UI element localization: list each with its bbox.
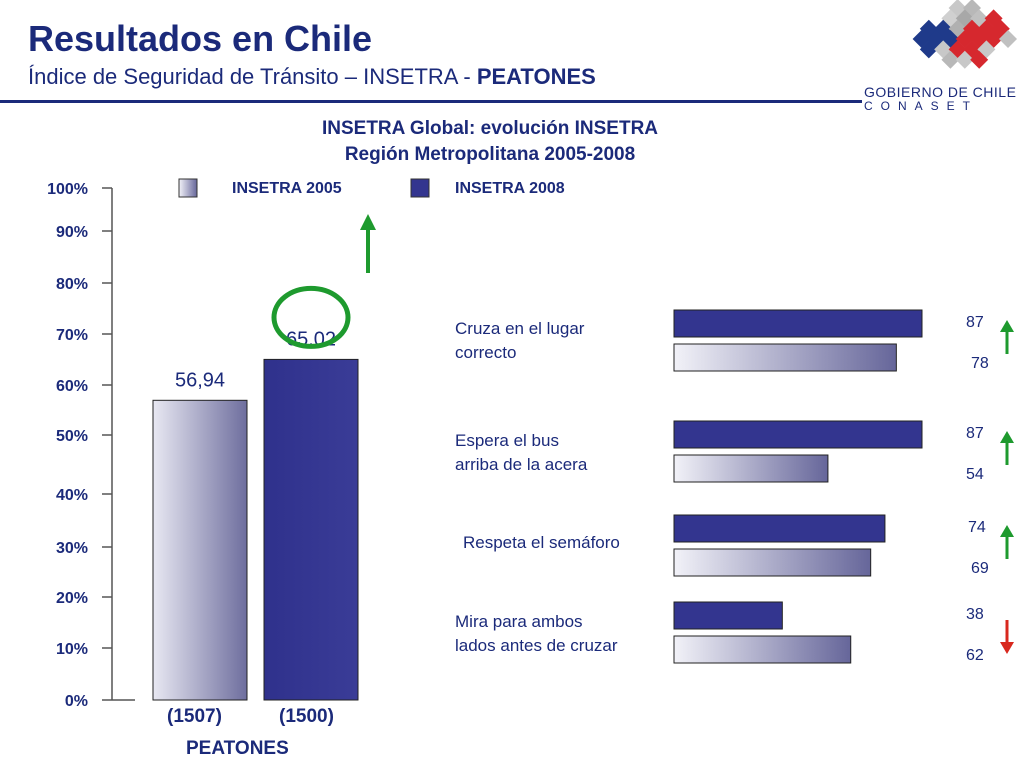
hbar-value-2005: 54	[966, 466, 984, 483]
y-tick-label: 30%	[56, 540, 88, 557]
hbar-value-2008: 87	[966, 314, 984, 331]
category-label-mira: Mira para ambos lados antes de cruzar	[455, 610, 618, 658]
logo-diamond	[999, 30, 1017, 49]
bar-2008	[263, 358, 359, 701]
y-tick-label: 70%	[56, 327, 88, 344]
logo-text-gobierno: GOBIERNO DE CHILE	[864, 84, 1017, 100]
category-label-line: Respeta el semáforo	[463, 533, 620, 552]
logo-diamond	[955, 50, 974, 69]
y-tick-label: 10%	[56, 641, 88, 658]
y-tick-label: 40%	[56, 487, 88, 504]
logo-diamond	[970, 50, 989, 69]
chart-title-line1: INSETRA Global: evolución INSETRA	[321, 118, 659, 139]
category-label-respeta: Respeta el semáforo	[463, 531, 620, 555]
hbar-2008	[673, 514, 886, 543]
chart-title-line2: Región Metropolitana 2005-2008	[344, 144, 636, 165]
logo-text-conaset: CONASET	[864, 99, 979, 113]
trend-arrow-up-head	[1000, 525, 1014, 537]
category-label-espera: Espera el bus arriba de la acera	[455, 429, 587, 477]
logo-diamond	[963, 0, 981, 17]
hbar-2005	[673, 548, 872, 577]
hbar-2008	[673, 420, 923, 449]
slide-title: Resultados en Chile	[28, 18, 373, 59]
logo-diamond	[941, 50, 960, 69]
logo-diamond	[948, 0, 967, 17]
hbar-value-2008: 87	[966, 425, 984, 442]
hbar-2005	[673, 454, 829, 483]
hbar-value-2005: 78	[971, 355, 989, 372]
y-tick-label: 90%	[56, 224, 88, 241]
category-label-line: correcto	[455, 343, 517, 362]
hbar-value-2005: 69	[971, 560, 989, 577]
x-category-label-2008: (1500)	[279, 706, 334, 727]
bar-value-label: 56,94	[175, 369, 225, 391]
y-tick-label: 20%	[56, 590, 88, 607]
logo-diamond	[919, 40, 938, 59]
y-tick-label: 100%	[47, 181, 88, 198]
hbar-2005	[673, 635, 852, 664]
legend-label-2005: INSETRA 2005	[232, 180, 342, 197]
hbar-value-2005: 62	[966, 647, 984, 664]
x-category-label-2005: (1507)	[167, 706, 222, 727]
y-tick-label: 50%	[56, 428, 88, 445]
y-tick-label: 0%	[65, 693, 88, 710]
legend-swatch-2005	[178, 178, 198, 198]
logo-diamond	[984, 30, 1003, 49]
hbar-2005	[673, 343, 897, 372]
legend-label-2008: INSETRA 2008	[455, 180, 565, 197]
trend-arrow-down-head	[1000, 642, 1014, 654]
trend-arrow-up-head	[1000, 431, 1014, 443]
slide-subtitle: Índice de Seguridad de Tránsito – INSETR…	[28, 64, 596, 90]
chart-title: INSETRA Global: evolución INSETRA Región…	[240, 116, 740, 168]
logo-diamond	[934, 40, 953, 59]
hbar-value-2008: 74	[968, 519, 986, 536]
category-label-line: arriba de la acera	[455, 455, 588, 474]
x-axis-title: PEATONES	[186, 738, 289, 759]
category-label-line: lados antes de cruzar	[455, 636, 618, 655]
legend-swatch-2008	[410, 178, 430, 198]
category-label-line: Mira para ambos	[455, 612, 583, 631]
hbar-2008	[673, 601, 783, 630]
trend-arrow-up-head	[1000, 320, 1014, 332]
subtitle-prefix: Índice de Seguridad de Tránsito – INSETR…	[28, 64, 477, 89]
highlight-circle	[271, 285, 351, 349]
y-tick-label: 80%	[56, 276, 88, 293]
bar-2005	[152, 399, 248, 701]
trend-arrow-up-head	[360, 214, 376, 230]
category-label-line: Espera el bus	[455, 431, 559, 450]
subtitle-bold: PEATONES	[476, 64, 596, 89]
category-label-line: Cruza en el lugar	[455, 319, 585, 338]
gobierno-de-chile-logo	[912, 0, 1017, 69]
hbar-2008	[673, 309, 923, 338]
category-label-cruza: Cruza en el lugar correcto	[455, 317, 584, 365]
y-tick-label: 60%	[56, 378, 88, 395]
title-divider	[0, 100, 862, 103]
hbar-value-2008: 38	[966, 606, 984, 623]
